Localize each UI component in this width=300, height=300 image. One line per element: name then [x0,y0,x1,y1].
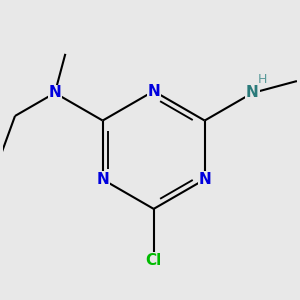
Text: N: N [49,85,61,100]
Text: N: N [198,172,211,187]
Text: H: H [258,73,267,85]
Text: N: N [147,84,160,99]
Text: N: N [246,85,259,100]
Text: Cl: Cl [146,253,162,268]
Text: N: N [96,172,109,187]
